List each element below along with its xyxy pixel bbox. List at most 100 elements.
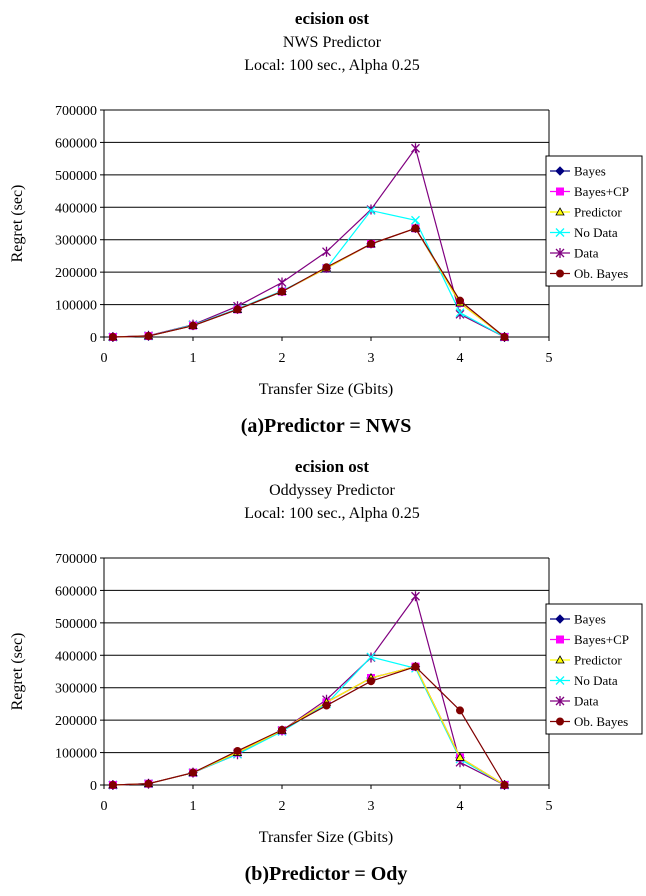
legend-marker xyxy=(555,207,565,216)
legend-entry: Predictor xyxy=(550,653,622,668)
legend-marker xyxy=(555,696,565,706)
data-point xyxy=(367,239,375,248)
y-tick-label: 700000 xyxy=(55,552,97,567)
y-tick-label: 500000 xyxy=(55,617,97,632)
data-point xyxy=(411,215,420,225)
data-point xyxy=(189,321,197,330)
data-point xyxy=(144,332,153,341)
y-tick-label: 600000 xyxy=(55,584,97,599)
series-data xyxy=(108,143,509,342)
legend-entry: Bayes xyxy=(550,612,606,627)
data-point xyxy=(456,296,464,305)
series-line xyxy=(112,665,506,786)
y-tick-label: 0 xyxy=(90,779,97,794)
series-data xyxy=(108,591,509,790)
legend-marker xyxy=(555,614,565,624)
chart-subtitle: Oddyssey Predictor xyxy=(269,482,395,499)
y-tick-label: 400000 xyxy=(55,649,97,664)
legend-marker xyxy=(556,717,564,726)
data-point xyxy=(411,143,420,154)
y-tick-label: 300000 xyxy=(55,234,97,249)
x-tick-label: 1 xyxy=(190,351,197,366)
series-ob-bayes xyxy=(108,224,509,341)
x-tick-label: 5 xyxy=(546,799,553,814)
figure-caption: (b)Predictor = Ody xyxy=(245,863,408,885)
chart-title: ecision ost xyxy=(295,9,369,28)
data-point xyxy=(144,779,153,788)
x-tick-label: 3 xyxy=(368,799,375,814)
legend-marker xyxy=(556,187,564,196)
series-line xyxy=(112,227,505,338)
series-line xyxy=(112,594,505,786)
y-tick-label: 100000 xyxy=(55,747,97,762)
data-point xyxy=(455,752,465,761)
chart-svg: ecision ost Oddyssey Predictor Local: 100 … xyxy=(9,457,643,885)
legend-entry: Ob. Bayes xyxy=(550,266,628,281)
legend-label: Bayes xyxy=(574,612,606,627)
x-tick-label: 2 xyxy=(279,799,286,814)
legend-entry: Bayes+CP xyxy=(550,184,629,199)
data-point xyxy=(367,677,375,686)
legend-marker xyxy=(555,655,565,664)
y-tick-label: 300000 xyxy=(55,682,97,697)
data-point xyxy=(411,224,420,233)
x-tick-label: 3 xyxy=(368,351,375,366)
legend-label: Bayes+CP xyxy=(574,184,629,199)
legend-entry: No Data xyxy=(550,673,618,688)
legend-marker xyxy=(555,166,565,176)
series-line xyxy=(112,146,505,338)
legend-label: Ob. Bayes xyxy=(574,266,628,281)
legend-marker xyxy=(556,635,564,644)
data-point xyxy=(278,287,286,296)
chart-subtitle-params: Local: 100 sec., Alpha 0.25 xyxy=(244,505,420,522)
chart-svg: ecision ost NWS Predictor Local: 100 sec.,… xyxy=(9,9,643,437)
series-predictor xyxy=(108,661,510,789)
data-point xyxy=(500,333,509,341)
data-point xyxy=(108,781,117,789)
chart-subtitle-params: Local: 100 sec., Alpha 0.25 xyxy=(244,57,420,74)
figure-caption: (a)Predictor = NWS xyxy=(241,415,412,437)
legend-box xyxy=(545,155,643,287)
legend-entry: Data xyxy=(550,246,599,261)
x-axis-label: Transfer Size (Gbits) xyxy=(259,829,394,846)
legend-marker xyxy=(555,228,565,237)
y-axis-label: Regret (sec) xyxy=(9,633,26,711)
series-ob-bayes xyxy=(108,662,509,789)
legend-marker xyxy=(556,269,564,278)
series-bayes-cp xyxy=(108,662,509,789)
data-point xyxy=(455,308,465,318)
legend-label: Predictor xyxy=(574,653,622,668)
data-point xyxy=(108,333,117,341)
legend-label: Data xyxy=(574,246,599,261)
data-point xyxy=(322,246,331,257)
series-line xyxy=(112,656,505,786)
data-point xyxy=(233,305,242,314)
x-tick-label: 2 xyxy=(279,351,286,366)
data-point xyxy=(411,662,420,671)
y-tick-label: 500000 xyxy=(55,169,97,184)
x-tick-label: 1 xyxy=(190,799,197,814)
x-axis-label: Transfer Size (Gbits) xyxy=(259,381,394,398)
data-point xyxy=(411,591,420,602)
data-point xyxy=(366,206,376,215)
data-point xyxy=(322,701,331,710)
data-point xyxy=(278,725,286,734)
y-axis-label: Regret (sec) xyxy=(9,185,26,263)
legend-label: Bayes xyxy=(574,164,606,179)
data-point xyxy=(456,706,464,715)
legend-label: No Data xyxy=(574,225,618,240)
series-line xyxy=(112,665,505,786)
chart-subtitle: NWS Predictor xyxy=(283,34,382,51)
y-tick-label: 200000 xyxy=(55,266,97,281)
legend-label: Data xyxy=(574,694,599,709)
y-tick-label: 200000 xyxy=(55,714,97,729)
series-line xyxy=(112,665,505,786)
legend-label: Ob. Bayes xyxy=(574,714,628,729)
x-tick-label: 4 xyxy=(457,799,464,814)
data-point xyxy=(500,781,509,789)
y-tick-label: 600000 xyxy=(55,136,97,151)
y-tick-label: 0 xyxy=(90,331,97,346)
legend-entry: Bayes+CP xyxy=(550,632,629,647)
legend-label: Predictor xyxy=(574,205,622,220)
legend-entry: No Data xyxy=(550,225,618,240)
